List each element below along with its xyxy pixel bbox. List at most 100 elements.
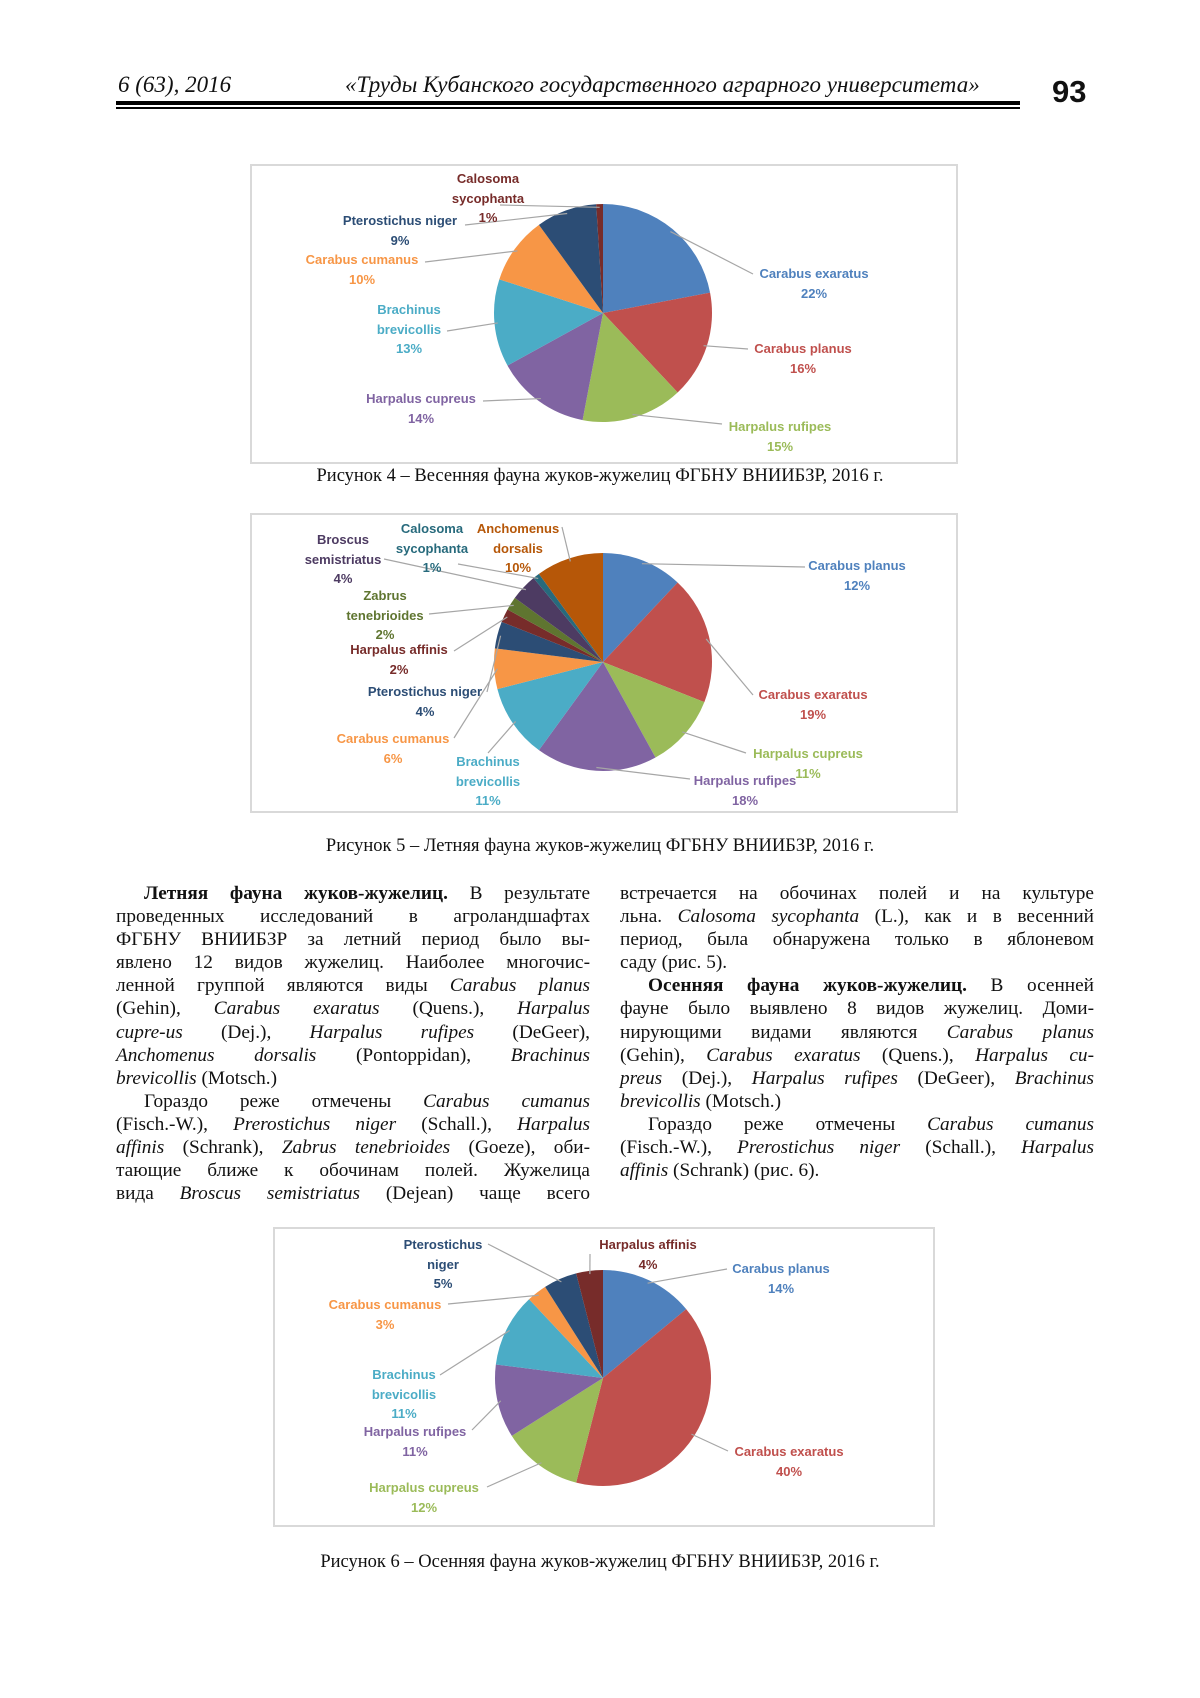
italic-text: Carabus exaratus xyxy=(706,1044,861,1066)
text-line: cupre-us (Dej.), Harpalus rufipes (DeGee… xyxy=(116,1021,590,1044)
data-label-name: Harpalus rufipes xyxy=(693,773,797,788)
data-label: Harpalus rufipes 11% xyxy=(305,1422,525,1461)
data-label-value: 12% xyxy=(410,1499,438,1515)
text-run: (DeGeer), xyxy=(474,1021,590,1043)
text-run: (Schall.), xyxy=(396,1113,518,1135)
data-label-value: 11% xyxy=(402,1443,428,1459)
italic-text: Carabus planus xyxy=(449,975,590,997)
data-label-name: Harpalus rufipes xyxy=(363,1424,467,1439)
figure-4-caption: Рисунок 4 – Весенняя фауна жуков-жужелиц… xyxy=(316,466,884,486)
data-label-name: Carabus planus xyxy=(732,1261,830,1276)
leader-line xyxy=(439,1329,510,1376)
figure-5-chart xyxy=(250,513,958,813)
data-label: Brachinus brevicollis 11% xyxy=(448,752,528,811)
leader-line xyxy=(453,616,508,652)
text-line: Гораздо реже отмечены Carabus cumanus xyxy=(620,1113,1094,1136)
leader-line xyxy=(446,322,498,332)
data-label-value: 16% xyxy=(789,360,817,376)
data-label-name: Pterostichus niger xyxy=(403,1237,483,1272)
text-line: встречается на обочинах полей и на культ… xyxy=(620,882,1094,905)
pie-slice xyxy=(533,573,603,662)
data-label-name: Harpalus affinis xyxy=(350,642,448,657)
text-run: (Goeze), оби- xyxy=(450,1137,590,1159)
text-run: (DeGeer), xyxy=(897,1067,1015,1089)
text-line: brevicollis (Motsch.) xyxy=(620,1090,1094,1113)
data-label-value: 13% xyxy=(395,341,423,356)
data-label-name: Harpalus cupreus xyxy=(753,746,863,761)
text-line: brevicollis (Motsch.) xyxy=(116,1067,590,1090)
pie-slice xyxy=(538,662,656,771)
data-label-value: 4% xyxy=(415,703,435,719)
text-run: Гораздо реже отмечены xyxy=(144,1090,424,1112)
pie-slice xyxy=(603,662,705,758)
italic-text: affinis xyxy=(620,1160,669,1182)
leader-line xyxy=(682,731,747,754)
text-line: проведенных исследований в агроландшафта… xyxy=(116,905,590,928)
pie-slice xyxy=(529,1286,603,1378)
data-label: Calosoma sycophanta 1% xyxy=(387,519,477,578)
data-label-value: 40% xyxy=(775,1463,803,1479)
data-label-name: Brachinus brevicollis xyxy=(376,302,442,337)
data-label-value: 4% xyxy=(638,1256,658,1272)
leader-line xyxy=(670,231,754,275)
leader-line xyxy=(464,212,568,226)
pie-slice xyxy=(494,621,603,662)
italic-text: affinis xyxy=(116,1137,165,1159)
italic-text: Harpalus xyxy=(1021,1137,1094,1159)
data-label-value: 15% xyxy=(766,438,794,454)
italic-text: Harpalus cu- xyxy=(975,1044,1094,1066)
text-run: В осенней xyxy=(966,975,1094,997)
data-label-name: Anchomenus dorsalis xyxy=(476,521,560,556)
data-label-value: 10% xyxy=(348,271,376,287)
page-number: 93 xyxy=(1052,74,1087,109)
text-line: нирующими видами являются Carabus planus xyxy=(620,1021,1094,1044)
text-line: период, была обнаружена только в яблонев… xyxy=(620,928,1094,951)
italic-text: Broscus semistriatus xyxy=(179,1183,361,1205)
data-label-value: 1% xyxy=(478,210,498,225)
leader-line xyxy=(447,1294,539,1305)
data-label-value: 2% xyxy=(389,661,409,677)
data-label: Harpalus rufipes 18% xyxy=(635,771,855,810)
data-label: Carabus exaratus 19% xyxy=(703,685,923,724)
pie-slice xyxy=(603,553,678,662)
text-column-right: встречается на обочинах полей и на культ… xyxy=(620,882,1094,1182)
data-label: Zabrus tenebrioides 2% xyxy=(340,586,430,645)
pie-slice xyxy=(495,1364,603,1436)
data-label: Broscus semistriatus 4% xyxy=(298,530,388,589)
pie-slice xyxy=(514,578,603,662)
data-label-value: 12% xyxy=(843,577,871,593)
data-label: Carabus planus 12% xyxy=(747,556,967,595)
data-label-name: Carabus planus xyxy=(808,558,906,573)
text-line: льна. Calosoma sycophanta (L.), как и в … xyxy=(620,905,1094,928)
text-line: (Gehin), Carabus exaratus (Quens.), Harp… xyxy=(116,997,590,1020)
pie-slice xyxy=(538,553,603,662)
data-label-value: 10% xyxy=(504,560,532,575)
text-run: (Dej.), xyxy=(182,1021,310,1043)
text-run: (Schall.), xyxy=(900,1137,1022,1159)
pie-slice xyxy=(603,204,711,313)
pie-slice xyxy=(603,292,712,393)
text-line: (Fisch.-W.), Prerostichus niger (Schall.… xyxy=(116,1113,590,1136)
data-label: Calosoma sycophanta 1% xyxy=(443,169,533,228)
data-label: Carabus cumanus 6% xyxy=(283,729,503,768)
pie-slice xyxy=(603,582,712,703)
italic-text: Carabus cumanus xyxy=(927,1113,1094,1135)
text-line: Anchomenus dorsalis (Pontoppidan), Brach… xyxy=(116,1044,590,1067)
text-run: явлено 12 видов жужелиц. Наиболее многоч… xyxy=(116,952,590,974)
leader-line xyxy=(457,563,539,580)
pie-slice xyxy=(499,224,603,313)
text-line: Осенняя фауна жуков-жужелиц. В осенней xyxy=(620,974,1094,997)
data-label-name: Harpalus rufipes xyxy=(728,419,832,434)
text-line: affinis (Schrank), Zabrus tenebrioides (… xyxy=(116,1136,590,1159)
text-run: (Motsch.) xyxy=(700,1090,782,1112)
data-label: Harpalus rufipes 15% xyxy=(670,417,890,456)
leader-line xyxy=(482,397,541,402)
leader-line xyxy=(487,1243,562,1283)
figure-5-caption: Рисунок 5 – Летняя фауна жуков-жужелиц Ф… xyxy=(325,836,875,856)
data-label-name: Broscus semistriatus xyxy=(304,532,382,567)
text-run: (Dej.), xyxy=(662,1067,752,1089)
data-label-value: 4% xyxy=(333,571,353,586)
figure-4-chart xyxy=(250,164,958,464)
